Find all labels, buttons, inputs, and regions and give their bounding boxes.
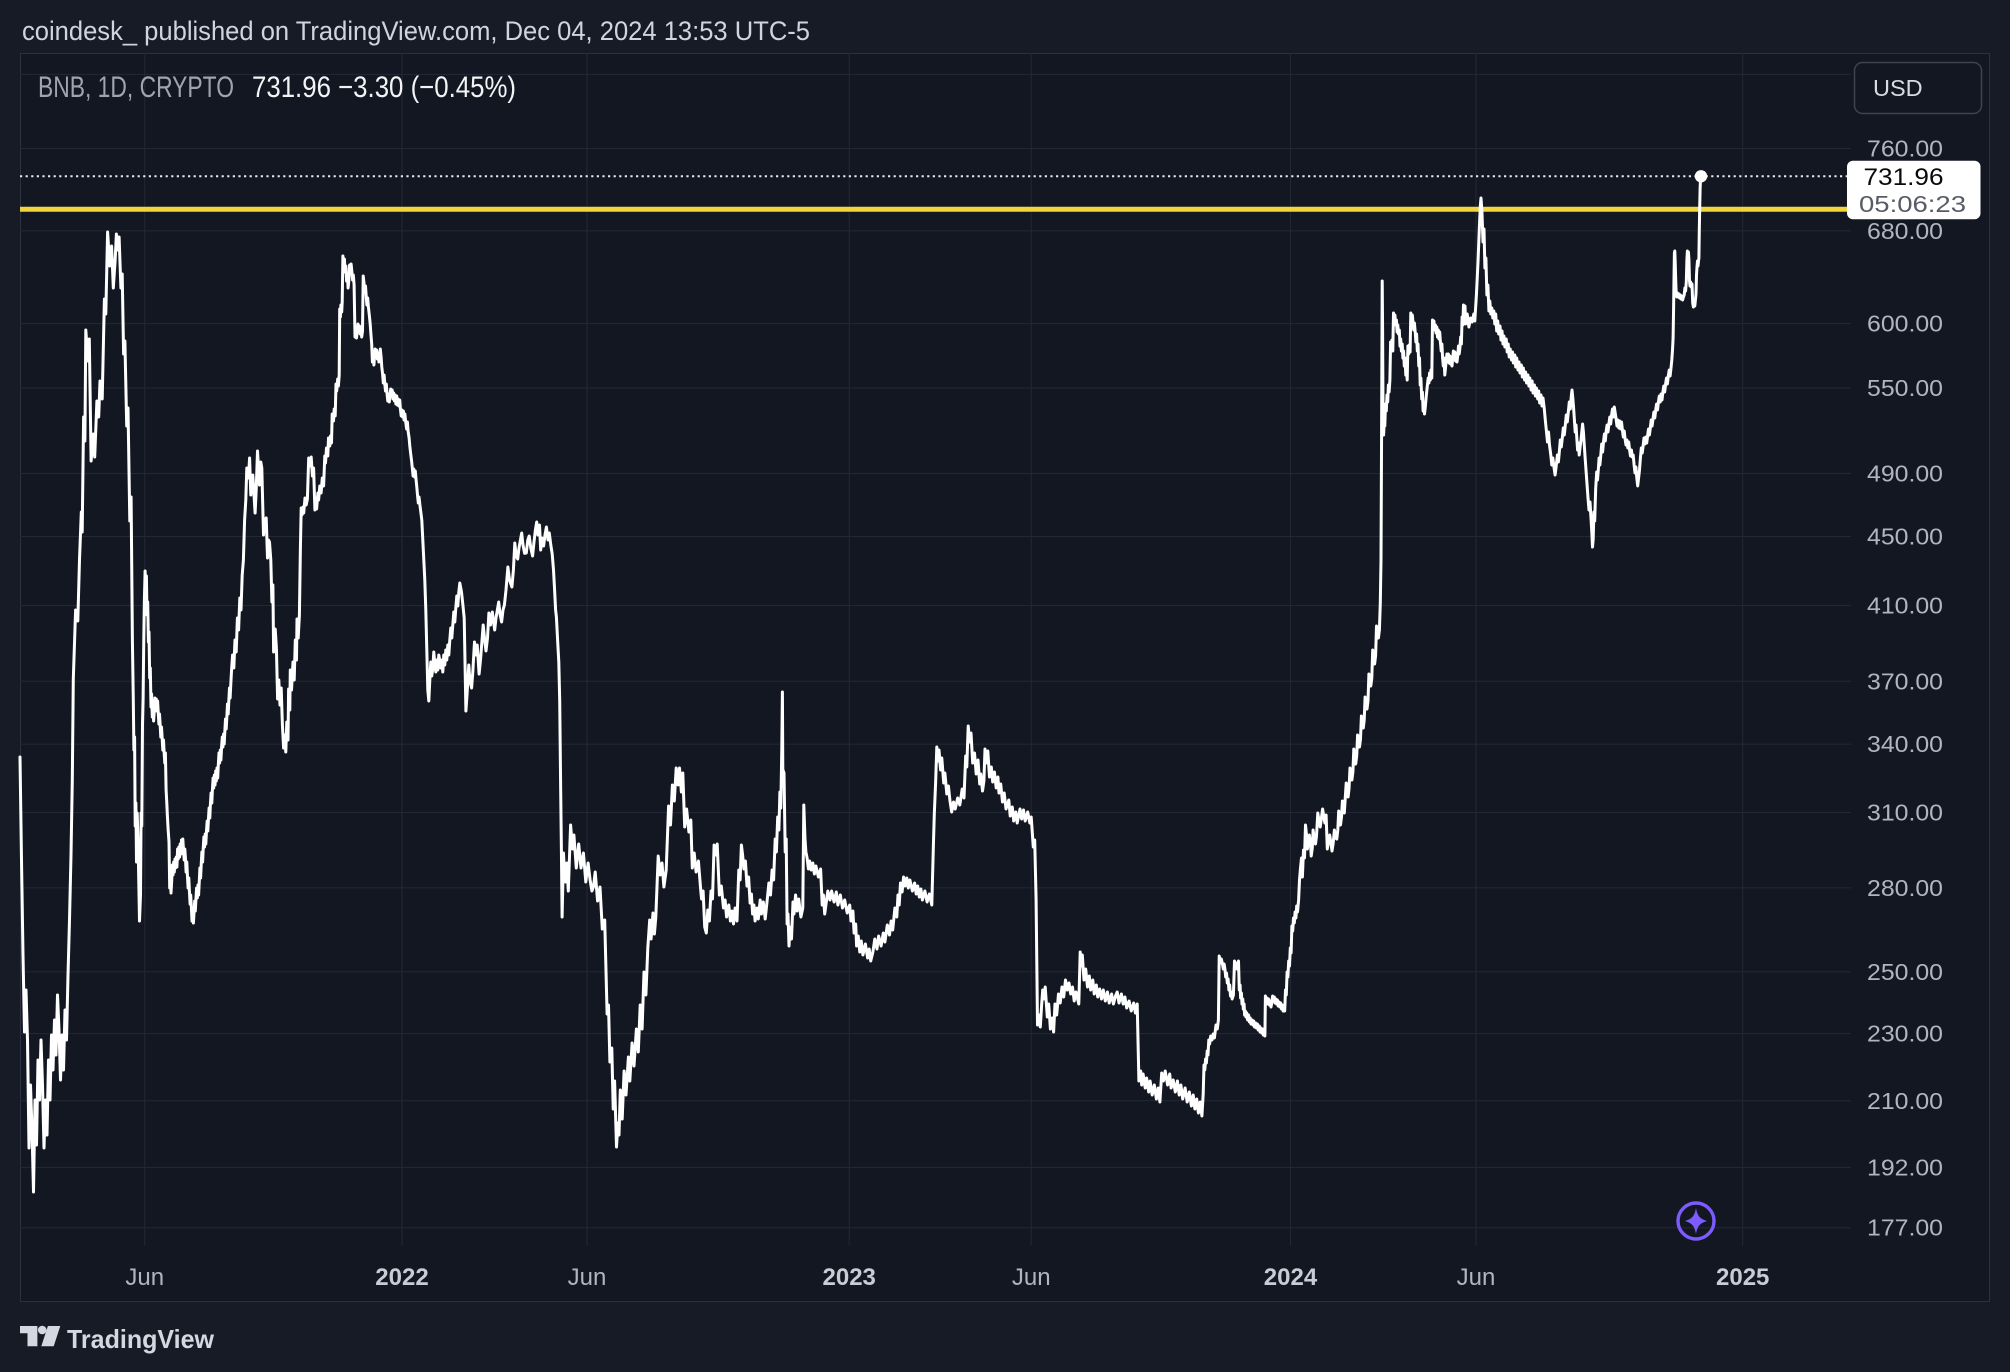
svg-text:Jun: Jun <box>1012 1264 1051 1291</box>
svg-text:TradingView: TradingView <box>67 1324 215 1354</box>
svg-text:760.00: 760.00 <box>1867 136 1943 162</box>
svg-text:370.00: 370.00 <box>1867 668 1943 694</box>
svg-text:600.00: 600.00 <box>1867 311 1943 337</box>
svg-text:340.00: 340.00 <box>1867 731 1943 757</box>
svg-text:731.96: 731.96 <box>1864 164 1944 191</box>
svg-text:410.00: 410.00 <box>1867 593 1943 619</box>
svg-text:680.00: 680.00 <box>1867 218 1943 244</box>
svg-text:USD: USD <box>1873 75 1923 101</box>
svg-text:250.00: 250.00 <box>1867 959 1943 985</box>
svg-text:05:06:23: 05:06:23 <box>1859 191 1966 217</box>
svg-text:550.00: 550.00 <box>1867 375 1943 401</box>
svg-text:2022: 2022 <box>375 1264 428 1291</box>
svg-text:490.00: 490.00 <box>1867 461 1943 487</box>
svg-text:192.00: 192.00 <box>1867 1154 1943 1180</box>
svg-text:310.00: 310.00 <box>1867 800 1943 826</box>
svg-text:Jun: Jun <box>1457 1264 1496 1291</box>
svg-text:450.00: 450.00 <box>1867 524 1943 550</box>
svg-text:Jun: Jun <box>568 1264 607 1291</box>
svg-text:177.00: 177.00 <box>1867 1215 1943 1241</box>
svg-text:731.96 −3.30 (−0.45%): 731.96 −3.30 (−0.45%) <box>252 71 516 104</box>
svg-text:2025: 2025 <box>1716 1264 1769 1291</box>
svg-text:BNB, 1D, CRYPTO: BNB, 1D, CRYPTO <box>38 71 234 104</box>
svg-text:Jun: Jun <box>125 1264 164 1291</box>
svg-text:coindesk_ published on Trading: coindesk_ published on TradingView.com, … <box>22 16 810 46</box>
svg-text:2023: 2023 <box>823 1264 876 1291</box>
svg-text:2024: 2024 <box>1264 1264 1318 1291</box>
svg-text:280.00: 280.00 <box>1867 875 1943 901</box>
svg-text:230.00: 230.00 <box>1867 1021 1943 1047</box>
svg-text:210.00: 210.00 <box>1867 1088 1943 1114</box>
